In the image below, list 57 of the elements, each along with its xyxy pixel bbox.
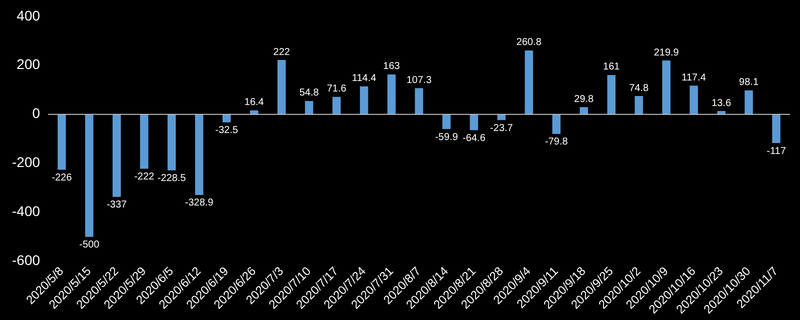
bar xyxy=(662,60,670,114)
data-label: 54.8 xyxy=(299,88,320,99)
bar xyxy=(524,50,534,114)
data-label: -32.5 xyxy=(215,125,238,136)
bar xyxy=(387,74,396,114)
data-label: -23.7 xyxy=(490,122,514,134)
bar xyxy=(744,90,753,114)
data-label: 16.4 xyxy=(244,97,264,108)
bar xyxy=(195,114,204,195)
bar xyxy=(634,96,643,114)
bar xyxy=(690,86,698,114)
y-tick-label: -400 xyxy=(12,203,40,220)
bar xyxy=(304,100,314,114)
bar xyxy=(112,114,121,197)
bar xyxy=(360,86,368,114)
data-label: 98.1 xyxy=(739,77,759,88)
y-tick-label: 400 xyxy=(16,7,40,24)
data-label: -222 xyxy=(134,172,155,183)
data-label: 107.3 xyxy=(406,74,432,86)
bar xyxy=(580,107,588,114)
bar xyxy=(58,114,66,170)
data-label: 260.8 xyxy=(516,37,542,48)
data-label: 117.4 xyxy=(682,72,706,84)
data-label: -337 xyxy=(106,200,128,211)
data-label: -64.6 xyxy=(462,132,486,144)
data-label: 74.8 xyxy=(629,82,650,94)
data-label: 29.8 xyxy=(574,94,594,105)
y-tick-label: -200 xyxy=(12,154,40,170)
bar xyxy=(470,114,478,130)
bar xyxy=(140,114,148,169)
bar xyxy=(414,88,424,114)
data-label: -226 xyxy=(52,172,72,184)
data-label: -117 xyxy=(766,146,786,157)
data-label: 222 xyxy=(273,46,290,58)
bar xyxy=(85,114,94,237)
data-label: -59.9 xyxy=(435,132,458,143)
bar xyxy=(552,114,561,134)
data-label: 163 xyxy=(383,61,400,72)
y-tick-label: 200 xyxy=(16,56,40,72)
bar xyxy=(277,60,286,114)
bar xyxy=(772,114,780,144)
data-label: -228.5 xyxy=(158,173,186,184)
data-label: 161 xyxy=(603,62,620,73)
bar xyxy=(607,74,616,114)
y-tick-label: -600 xyxy=(12,252,40,268)
data-label: -79.8 xyxy=(545,136,568,148)
data-label: 13.6 xyxy=(712,98,732,109)
data-label: -500 xyxy=(79,240,100,251)
bar xyxy=(442,114,451,130)
data-label: 219.9 xyxy=(654,47,680,58)
data-label: 114.4 xyxy=(352,73,377,84)
data-label: 71.6 xyxy=(326,84,347,95)
bar xyxy=(168,114,176,170)
bar xyxy=(222,114,231,122)
bar xyxy=(332,96,341,114)
y-tick-label: 0 xyxy=(32,105,40,122)
data-label: -328.9 xyxy=(184,198,214,209)
